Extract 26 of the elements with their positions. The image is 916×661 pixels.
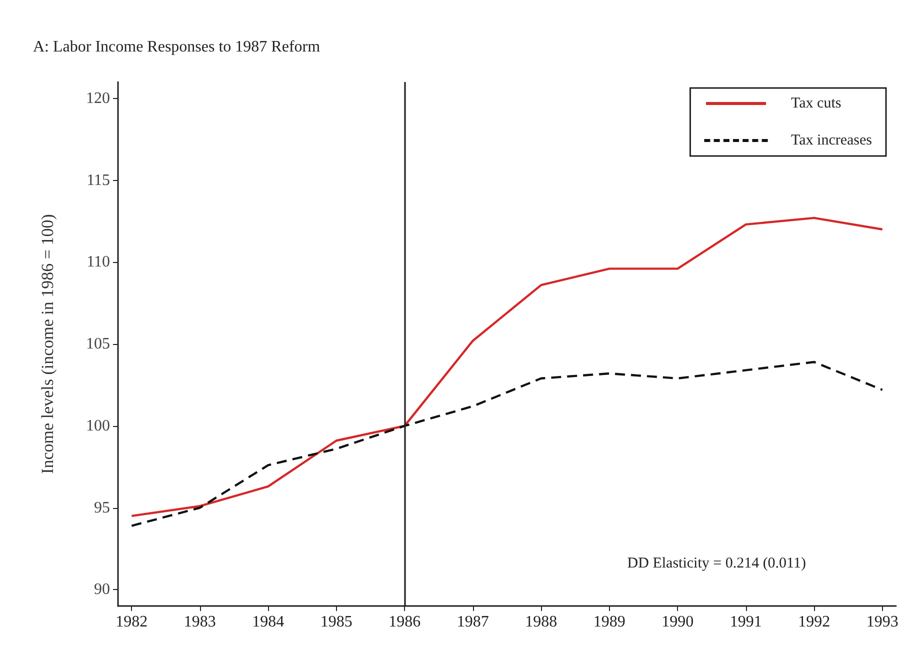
y-tick-label: 100 [86,417,110,434]
y-tick-label: 95 [94,499,110,516]
x-tick-label: 1987 [456,614,489,630]
line-series [130,216,884,518]
x-tick-label: 1985 [320,614,352,630]
annotation: DD Elasticity = 0.214 (0.011) [627,556,806,572]
x-tick-label: 1993 [866,614,898,630]
x-tick-label: 1988 [525,614,558,630]
x-tick-label: 1989 [593,614,626,630]
legend-label: Tax cuts [791,96,842,112]
y-tick-label: 115 [86,172,110,189]
x-tick-label: 1992 [798,614,830,630]
y-tick-label: 110 [86,254,110,271]
x-tick-label: 1986 [388,614,421,630]
x-tick-label: 1984 [252,614,284,630]
y-tick-label: 90 [94,581,110,598]
legend-label: Tax increases [791,132,872,148]
line-series [130,360,884,527]
x-tick-label: 1991 [730,614,762,630]
chart-title: A: Labor Income Responses to 1987 Reform [33,38,321,56]
x-tick-label: 1983 [184,614,216,630]
y-tick-label: 105 [86,336,110,352]
y-axis-title: Income levels (income in 1986 = 100) [38,214,57,474]
x-tick-label: 1990 [662,614,694,630]
y-tick-label: 120 [86,90,110,107]
x-tick-label: 1982 [116,614,148,630]
